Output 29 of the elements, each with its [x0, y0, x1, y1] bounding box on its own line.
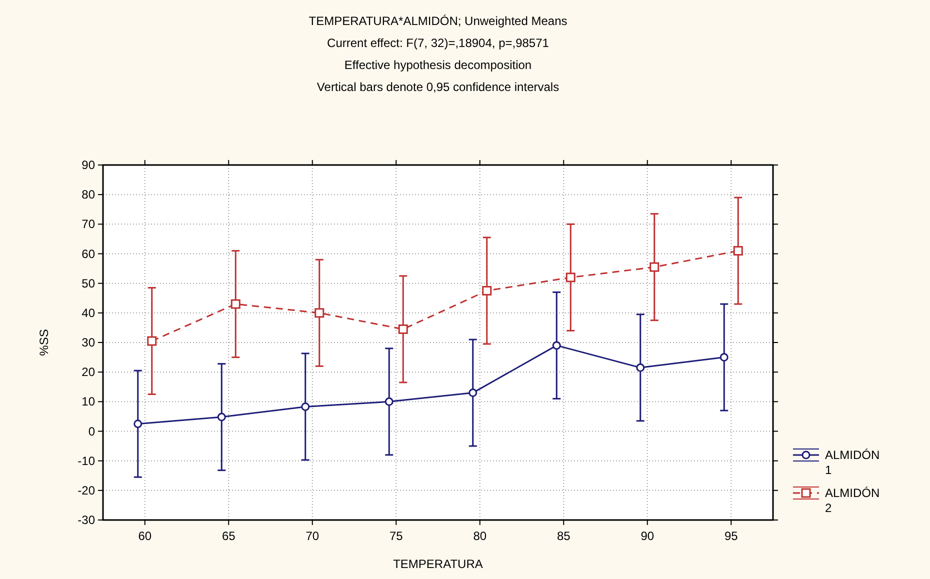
y-tick-label: 50 [82, 276, 96, 290]
x-tick-label: 85 [556, 529, 571, 543]
y-tick-label: -10 [78, 454, 96, 468]
y-tick-label: 20 [82, 365, 96, 380]
legend-label: ALMIDÓN 1 [825, 448, 880, 477]
x-tick-label: 75 [389, 529, 404, 543]
x-tick-label: 60 [138, 529, 152, 543]
y-tick-label: -20 [78, 483, 96, 498]
x-axis-title: TEMPERATURA [393, 557, 483, 571]
y-tick-label: 10 [82, 394, 96, 409]
chart-subtitle: Current effect: F(7, 32)=,18904, p=,98571 [327, 36, 550, 50]
y-tick-label: 0 [88, 424, 96, 438]
x-tick-label: 95 [724, 529, 738, 543]
x-tick-label: 90 [640, 529, 654, 543]
y-tick-label: -30 [78, 513, 96, 527]
y-tick-label: 80 [82, 188, 96, 202]
x-tick-label: 80 [473, 529, 487, 543]
y-tick-label: 60 [82, 246, 96, 261]
x-tick-label: 70 [306, 529, 320, 543]
y-tick-label: 30 [82, 336, 96, 350]
chart-title: TEMPERATURA*ALMIDÓN; Unweighted Means [308, 14, 568, 28]
y-tick-label: 90 [82, 158, 96, 172]
y-axis-title: %SS [37, 329, 51, 356]
text: Vertical bars denote 0,95 confidence intervals [316, 80, 560, 94]
y-tick-label: 40 [82, 306, 96, 320]
x-tick-label: 65 [222, 529, 236, 543]
y-tick-label: 70 [82, 217, 96, 232]
text: Effective hypothesis decomposition [344, 58, 532, 72]
legend-label: ALMIDÓN 2 [825, 486, 880, 515]
